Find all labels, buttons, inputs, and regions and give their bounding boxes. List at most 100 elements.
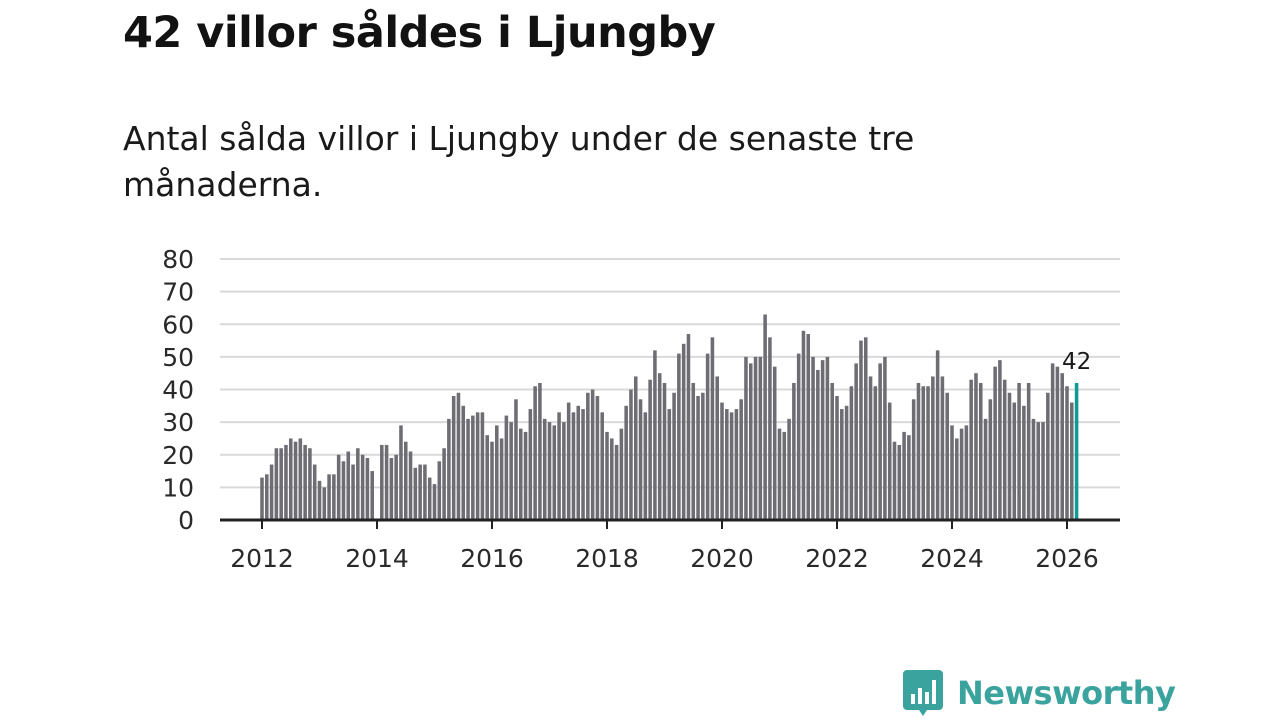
bar xyxy=(772,366,777,520)
bar xyxy=(485,435,489,520)
bar xyxy=(1017,382,1021,520)
bar xyxy=(672,392,676,520)
bar xyxy=(715,376,719,520)
bar xyxy=(782,431,787,520)
bar xyxy=(509,422,513,521)
bar xyxy=(533,386,537,520)
bar xyxy=(308,448,312,520)
bar xyxy=(854,363,858,520)
bar xyxy=(638,399,643,520)
bar xyxy=(480,412,485,520)
bar xyxy=(1012,402,1017,520)
bar xyxy=(1050,363,1055,520)
y-tick-label: 70 xyxy=(162,278,194,307)
bar xyxy=(883,356,887,521)
bar xyxy=(662,382,667,520)
bar xyxy=(298,438,303,520)
bar xyxy=(346,451,351,520)
bar xyxy=(763,314,767,520)
bar xyxy=(408,451,413,520)
bar xyxy=(456,392,461,520)
bar xyxy=(317,480,322,520)
bar xyxy=(983,418,988,520)
bar xyxy=(418,464,422,520)
bar xyxy=(1041,422,1045,521)
bar xyxy=(902,431,906,520)
bar xyxy=(451,396,456,520)
bar xyxy=(475,412,480,520)
bar xyxy=(868,376,873,520)
bar xyxy=(471,415,475,520)
bar xyxy=(332,474,336,520)
bar xyxy=(490,441,494,520)
bar xyxy=(403,441,408,520)
bar xyxy=(950,425,954,520)
bar xyxy=(911,399,916,520)
bar xyxy=(360,454,365,520)
y-tick-label: 80 xyxy=(162,245,194,274)
bar xyxy=(657,373,662,520)
bar xyxy=(600,412,604,520)
bar xyxy=(907,435,911,520)
bar xyxy=(384,444,389,520)
y-tick-label: 10 xyxy=(162,473,194,502)
bar xyxy=(547,422,552,521)
bar xyxy=(993,366,997,520)
bar xyxy=(284,444,288,520)
bar xyxy=(581,409,585,520)
bar xyxy=(1031,418,1036,520)
bar xyxy=(959,428,964,520)
bar xyxy=(542,418,547,520)
bar xyxy=(921,386,926,520)
y-tick-label: 40 xyxy=(162,376,194,405)
bar xyxy=(293,441,298,520)
y-tick-label: 50 xyxy=(162,343,194,372)
bar xyxy=(753,356,758,521)
x-tick-label: 2014 xyxy=(345,544,409,573)
bar xyxy=(878,363,882,520)
x-tick-label: 2018 xyxy=(575,544,639,573)
bar xyxy=(1060,373,1064,520)
bar xyxy=(955,438,959,520)
bar xyxy=(787,418,791,520)
x-tick-label: 2016 xyxy=(460,544,524,573)
bar xyxy=(1026,382,1031,520)
x-tick-label: 2022 xyxy=(805,544,869,573)
bar xyxy=(691,382,696,520)
bar xyxy=(557,412,561,520)
bar xyxy=(571,412,576,520)
bar xyxy=(705,353,710,520)
bar xyxy=(499,438,504,520)
y-tick-label: 0 xyxy=(178,506,194,535)
bar xyxy=(792,382,796,520)
bar xyxy=(1002,379,1007,520)
x-tick-label: 2012 xyxy=(230,544,294,573)
bar xyxy=(1046,392,1050,520)
bar xyxy=(653,350,657,520)
bar xyxy=(619,428,624,520)
y-tick-label: 30 xyxy=(162,408,194,437)
bar xyxy=(701,392,705,520)
bar xyxy=(892,441,897,520)
bar xyxy=(916,382,921,520)
bar xyxy=(351,464,355,520)
bar xyxy=(260,477,264,520)
bar xyxy=(768,337,772,520)
bar xyxy=(820,360,825,520)
bar xyxy=(887,402,892,520)
bar xyxy=(1022,405,1026,520)
brand-name: Newsworthy xyxy=(957,674,1176,712)
bar xyxy=(667,409,672,520)
bar xyxy=(518,428,523,520)
bar xyxy=(341,461,346,520)
x-tick-label: 2026 xyxy=(1035,544,1099,573)
bar xyxy=(734,409,739,520)
latest-value-label: 42 xyxy=(1062,349,1091,375)
bar xyxy=(504,415,509,520)
bar xyxy=(365,458,370,520)
bar xyxy=(748,363,753,520)
bar xyxy=(614,444,619,520)
bar xyxy=(265,474,269,520)
bar xyxy=(844,405,849,520)
bar xyxy=(873,386,878,520)
